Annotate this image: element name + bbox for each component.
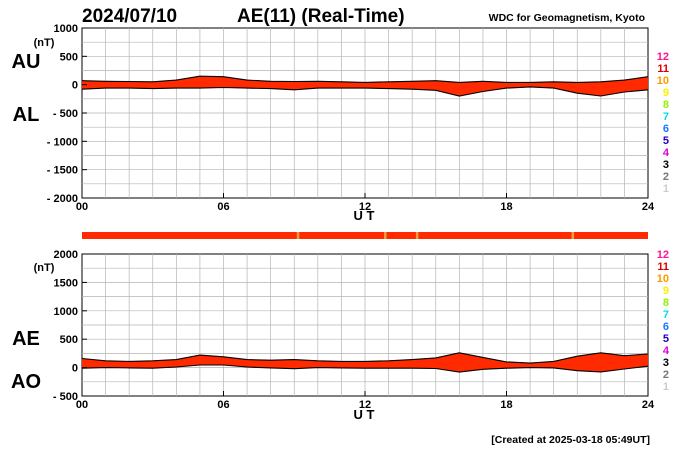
ae-series-label: AE bbox=[12, 328, 40, 350]
au-al-x-axis: 00 06 12 18 24 bbox=[76, 193, 655, 213]
x-tick-label: 06 bbox=[217, 201, 229, 213]
x-tick-label: 12 bbox=[359, 399, 371, 411]
al-series-label: AL bbox=[13, 104, 40, 126]
ae-ao-x-axis-label: U T bbox=[354, 407, 375, 422]
station-count-label: 8 bbox=[663, 99, 669, 111]
x-tick-label: 24 bbox=[642, 201, 655, 213]
station-count-label: 2 bbox=[663, 369, 669, 381]
x-tick-label: 06 bbox=[217, 399, 229, 411]
station-count-label: 3 bbox=[663, 159, 669, 171]
station-count-label: 5 bbox=[663, 135, 669, 147]
x-tick-label: 00 bbox=[76, 399, 88, 411]
x-tick-label: 12 bbox=[359, 201, 371, 213]
station-count-label: 2 bbox=[663, 171, 669, 183]
x-tick-label: 18 bbox=[500, 399, 512, 411]
au-al-band bbox=[82, 76, 648, 96]
y-tick-label: - 2000 bbox=[47, 193, 78, 205]
ao-series-label: AO bbox=[11, 371, 41, 393]
station-count-label: 4 bbox=[663, 147, 670, 159]
au-al-grid bbox=[82, 28, 648, 198]
y-tick-label: - 1500 bbox=[47, 165, 78, 177]
station-count-label: 5 bbox=[663, 333, 669, 345]
ae-ao-plot-area bbox=[81, 352, 649, 373]
au-series-line bbox=[81, 75, 649, 83]
station-count-label: 1 bbox=[663, 183, 669, 195]
y-tick-label: 0 bbox=[72, 363, 78, 375]
ae-ao-band bbox=[82, 352, 648, 373]
station-count-label: 1 bbox=[663, 381, 669, 393]
station-count-bar bbox=[82, 232, 648, 239]
y-tick-label: - 500 bbox=[53, 391, 78, 403]
x-tick-label: 24 bbox=[642, 399, 655, 411]
created-timestamp: [Created at 2025-03-18 05:49UT] bbox=[491, 434, 650, 446]
x-tick-label: 00 bbox=[76, 201, 88, 213]
station-count-mark bbox=[571, 232, 575, 239]
station-count-mark bbox=[296, 232, 300, 239]
y-tick-label: - 500 bbox=[53, 108, 78, 120]
station-count-label: 8 bbox=[663, 297, 669, 309]
station-count-label: 6 bbox=[663, 321, 669, 333]
al-series-line bbox=[81, 86, 649, 97]
station-count-label: 11 bbox=[657, 63, 669, 75]
station-count-label: 12 bbox=[657, 51, 669, 63]
station-count-mark bbox=[384, 232, 387, 239]
station-count-label: 3 bbox=[663, 357, 669, 369]
ae-series-line bbox=[81, 352, 649, 364]
station-count-label: 9 bbox=[663, 285, 669, 297]
source-label: WDC for Geomagnetism, Kyoto bbox=[489, 12, 645, 24]
station-count-label: 11 bbox=[657, 261, 669, 273]
y-tick-label: 1500 bbox=[54, 277, 78, 289]
station-count-label: 4 bbox=[663, 345, 670, 357]
station-count-label: 10 bbox=[657, 75, 669, 87]
au-al-x-axis-label: U T bbox=[354, 208, 375, 223]
y-tick-label: 0 bbox=[72, 80, 78, 92]
station-count-label: 7 bbox=[663, 309, 669, 321]
station-count-label: 6 bbox=[663, 123, 669, 135]
y-tick-label: 1000 bbox=[54, 306, 78, 318]
au-al-unit-label: (nT) bbox=[34, 37, 55, 49]
station-count-label: 12 bbox=[657, 249, 669, 261]
ae-ao-unit-label: (nT) bbox=[34, 262, 55, 274]
ae-ao-y-axis: 2000 1500 1000 500 0 - 500 bbox=[53, 249, 87, 403]
y-tick-label: 2000 bbox=[54, 249, 78, 261]
y-tick-label: - 1000 bbox=[47, 136, 78, 148]
y-tick-label: 1000 bbox=[54, 23, 78, 35]
ae-ao-x-axis: 00 06 12 18 24 bbox=[76, 391, 655, 411]
au-series-label: AU bbox=[12, 51, 41, 73]
x-tick-label: 18 bbox=[500, 201, 512, 213]
station-count-label: 9 bbox=[663, 87, 669, 99]
y-tick-label: 500 bbox=[60, 334, 78, 346]
ae-ao-grid bbox=[82, 254, 648, 396]
station-count-label: 7 bbox=[663, 111, 669, 123]
chart-title: AE(11) (Real-Time) bbox=[237, 6, 405, 27]
ao-series-line bbox=[81, 364, 649, 373]
date-label: 2024/07/10 bbox=[82, 6, 177, 27]
station-count-bar-base bbox=[82, 232, 648, 239]
station-count-label: 10 bbox=[657, 273, 669, 285]
station-count-mark bbox=[415, 232, 419, 239]
au-al-y-axis: 1000 500 0 - 500 - 1000 - 1500 - 2000 bbox=[47, 23, 87, 205]
y-tick-label: 500 bbox=[60, 51, 78, 63]
au-al-plot-area bbox=[81, 75, 649, 97]
